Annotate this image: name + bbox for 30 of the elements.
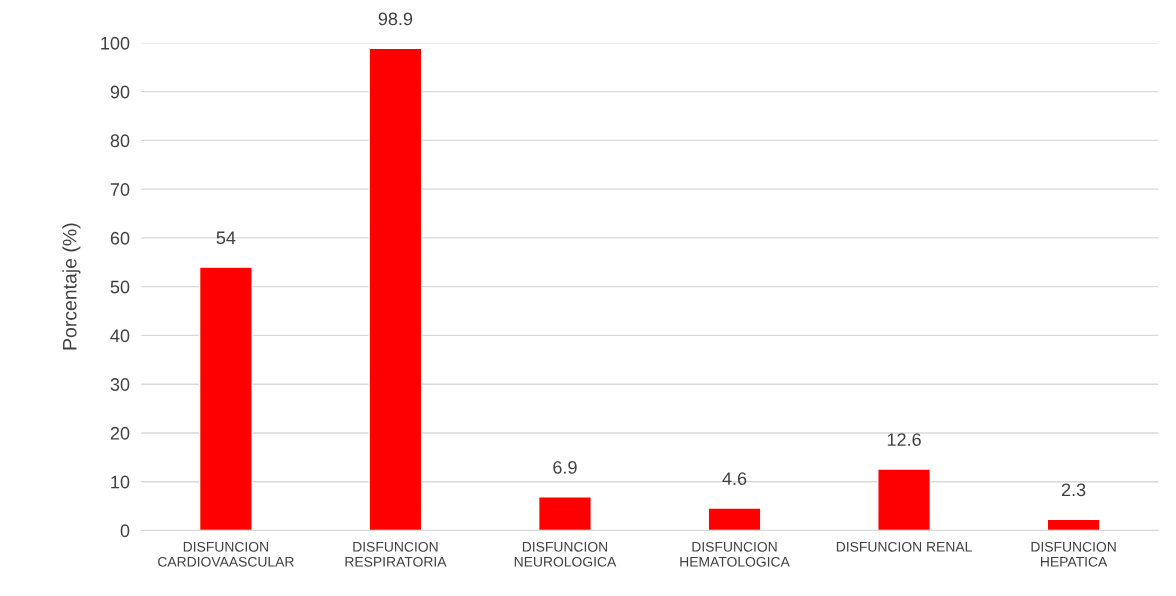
x-tick-label: DISFUNCION CARDIOVAASCULAR bbox=[158, 541, 294, 567]
x-tick-label: DISFUNCION HEPATICA bbox=[1031, 541, 1116, 567]
data-label: 2.3 bbox=[1061, 483, 1086, 497]
data-label: 12.6 bbox=[887, 433, 921, 446]
x-tick-label: DISFUNCION RESPIRATORIA bbox=[345, 541, 447, 567]
y-tick-label: 50 bbox=[110, 280, 130, 294]
y-tick-label: 30 bbox=[110, 378, 130, 391]
bar bbox=[707, 507, 762, 531]
y-tick-label: 40 bbox=[110, 329, 130, 343]
bar bbox=[537, 496, 592, 531]
y-tick-label: 90 bbox=[110, 85, 130, 99]
bar bbox=[877, 468, 932, 531]
y-tick-label: 0 bbox=[120, 524, 130, 538]
y-tick-label: 10 bbox=[111, 475, 130, 489]
y-axis-title: Porcentaje (%) bbox=[62, 223, 81, 350]
bar bbox=[368, 47, 423, 531]
y-tick-label: 80 bbox=[110, 134, 130, 148]
x-tick-label: DISFUNCION RENAL bbox=[836, 541, 972, 552]
data-label: 98.9 bbox=[378, 12, 413, 26]
bar bbox=[1046, 518, 1101, 531]
data-label: 54 bbox=[216, 231, 236, 245]
y-tick-label: 60 bbox=[110, 231, 130, 245]
bar bbox=[198, 266, 253, 531]
y-tick-label: 70 bbox=[110, 183, 130, 196]
data-label: 6.9 bbox=[553, 461, 577, 474]
x-tick-label: DISFUNCION HEMATOLOGICA bbox=[680, 541, 790, 567]
data-label: 4.6 bbox=[722, 472, 747, 485]
y-tick-label: 20 bbox=[110, 426, 130, 440]
x-tick-label: DISFUNCION NEUROLOGICA bbox=[514, 541, 617, 567]
y-tick-label: 100 bbox=[101, 36, 130, 50]
